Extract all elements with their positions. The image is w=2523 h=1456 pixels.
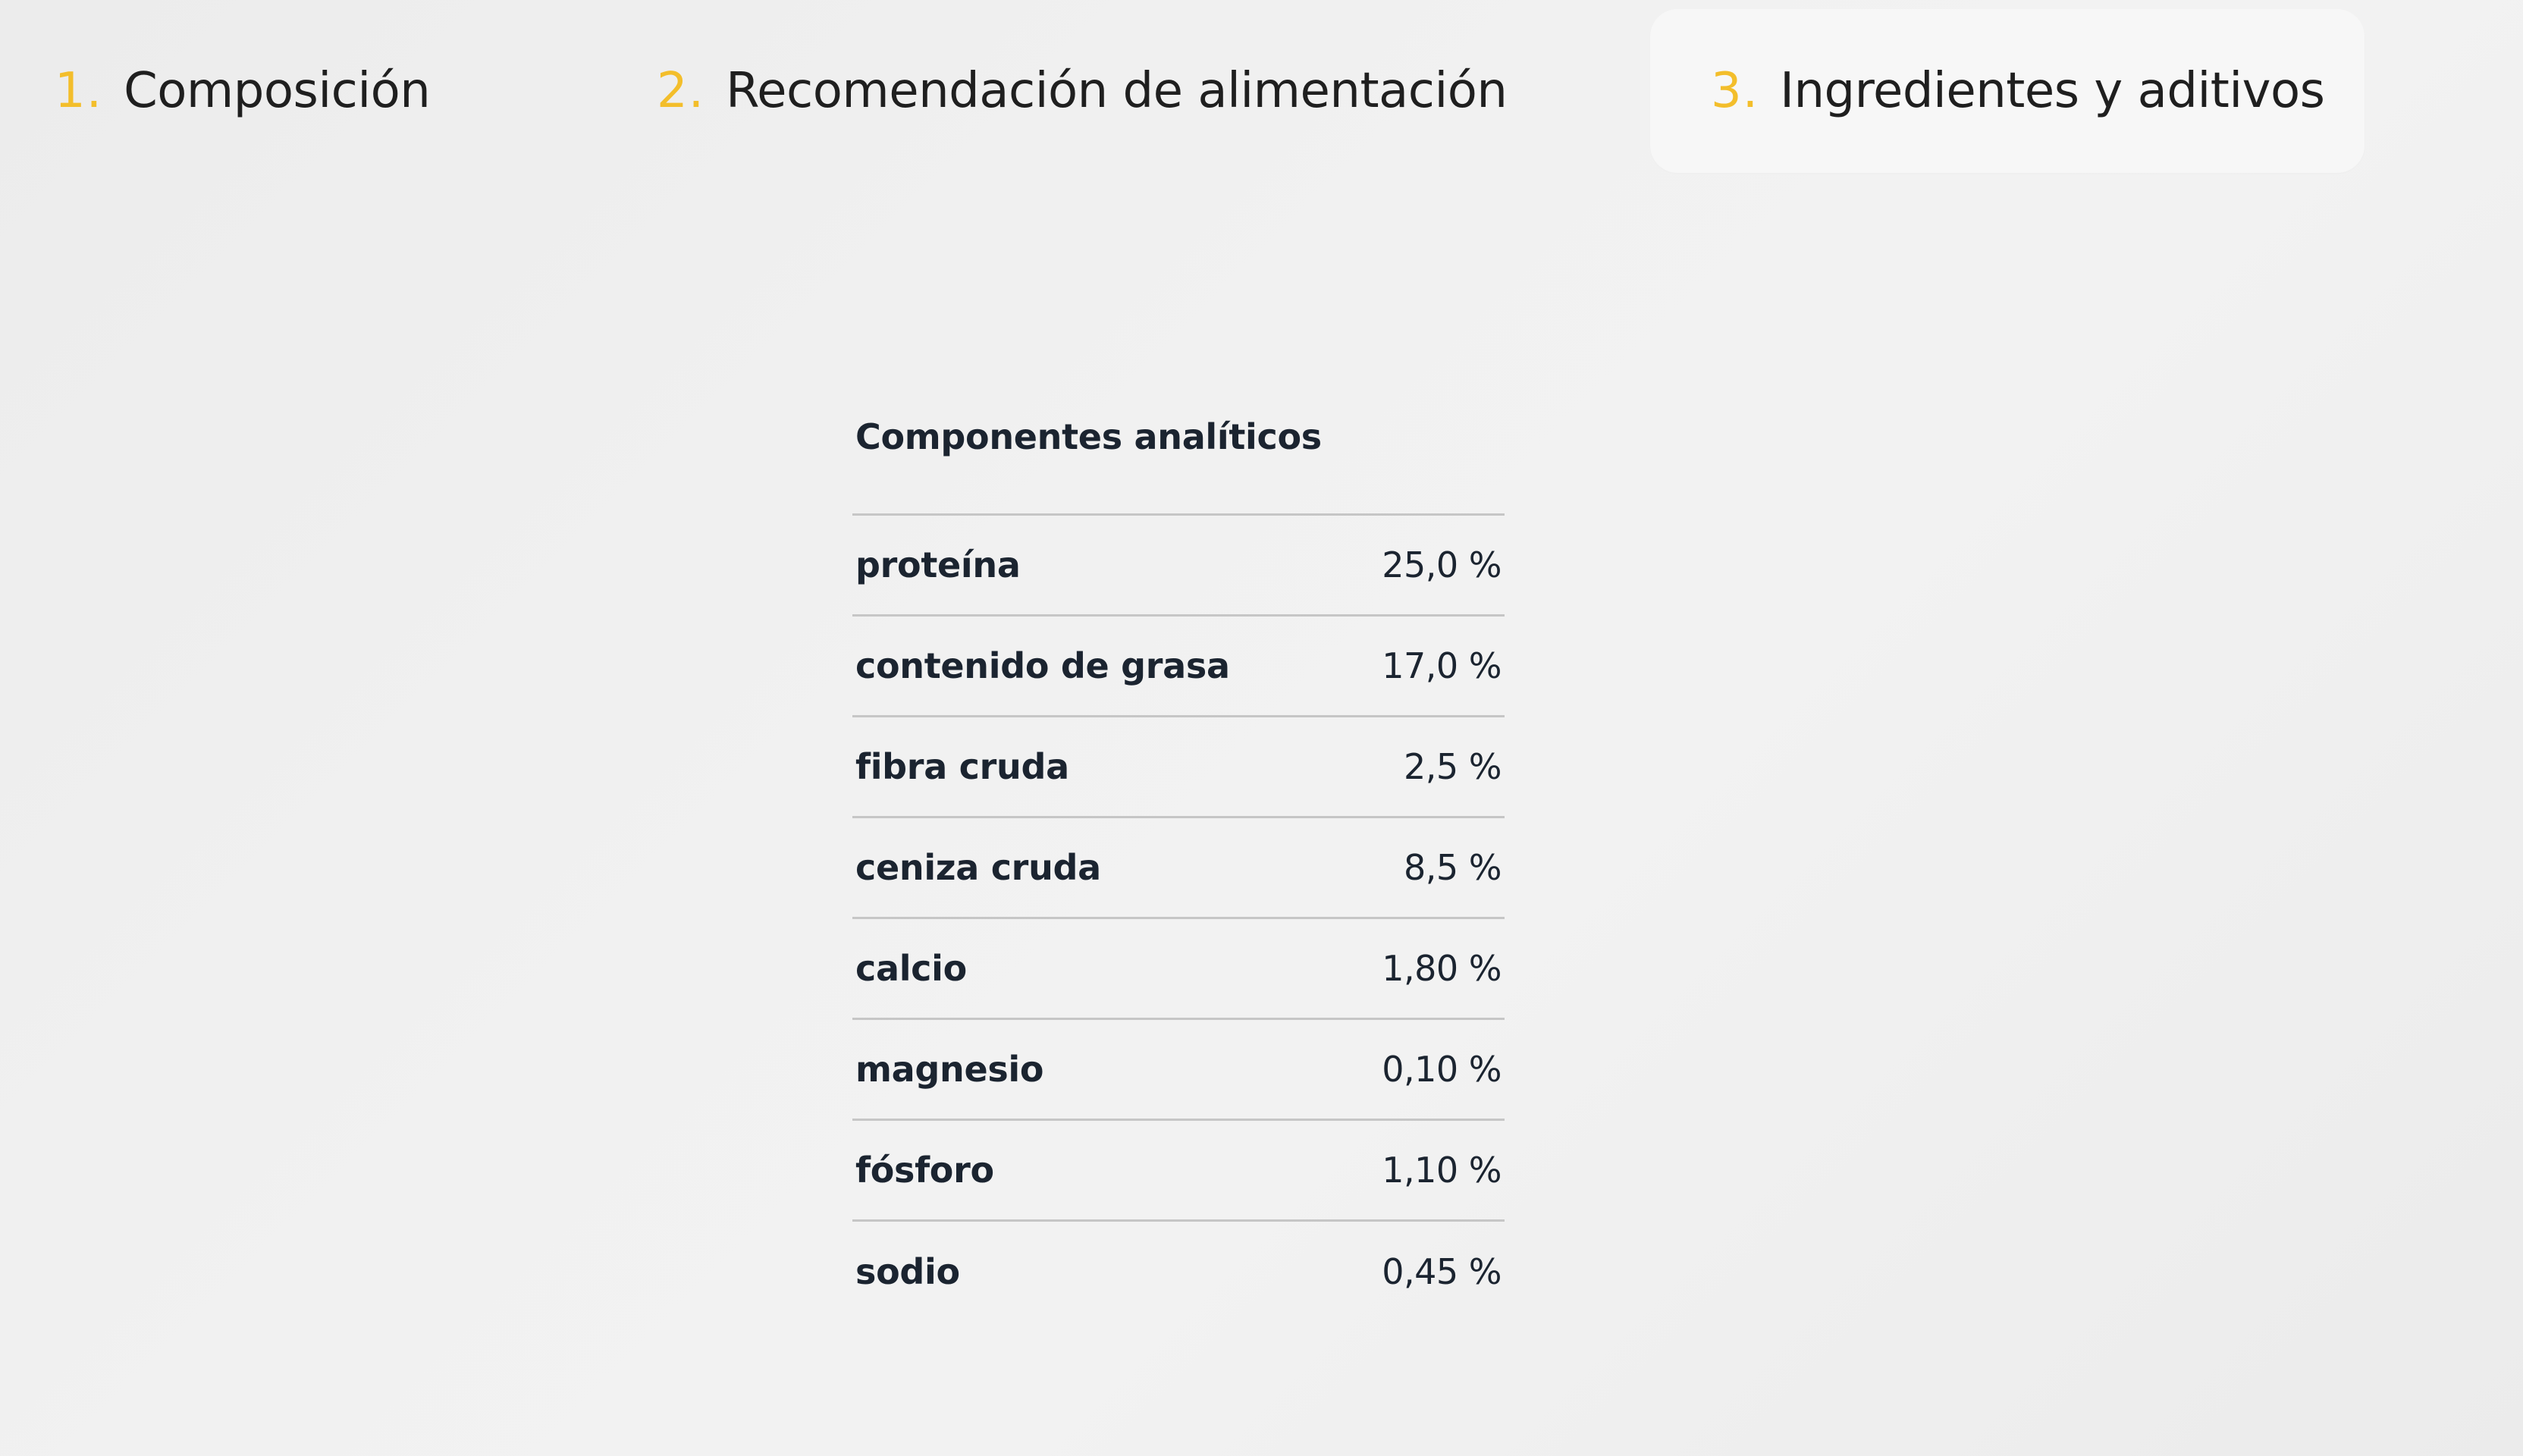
component-name: fibra cruda [852, 715, 1343, 817]
section-title: Componentes analíticos [855, 416, 1322, 457]
tab-recomendacion-alimentacion[interactable]: 2. Recomendación de alimentación [657, 9, 1508, 173]
component-value: 17,0 % [1342, 614, 1505, 717]
component-name: ceniza cruda [852, 816, 1343, 918]
tab-number: 3. [1711, 63, 1759, 119]
table-row: calcio 1,80 % [852, 917, 1505, 1019]
component-name: calcio [852, 917, 1343, 1019]
table-row: sodio 0,45 % [852, 1219, 1505, 1322]
tab-bar: 1. Composición 2. Recomendación de alime… [0, 0, 2523, 182]
table-row: fósforo 1,10 % [852, 1119, 1505, 1221]
tab-number: 1. [55, 63, 103, 119]
tab-number: 2. [657, 63, 705, 119]
analytic-components-section: Componentes analíticos proteína 25,0 % c… [852, 394, 1505, 1322]
tab-label: Ingredientes y aditivos [1780, 63, 2325, 119]
component-value: 0,45 % [1342, 1219, 1505, 1322]
component-value: 25,0 % [1342, 513, 1505, 616]
tab-label: Composición [124, 63, 431, 119]
component-name: sodio [852, 1219, 1343, 1322]
component-value: 1,80 % [1342, 917, 1505, 1019]
tab-label: Recomendación de alimentación [726, 63, 1508, 119]
analytic-components-table: proteína 25,0 % contenido de grasa 17,0 … [852, 513, 1505, 1322]
tab-ingredientes-aditivos[interactable]: 3. Ingredientes y aditivos [1650, 9, 2365, 173]
table-row: magnesio 0,10 % [852, 1018, 1505, 1120]
component-value: 1,10 % [1342, 1119, 1505, 1221]
component-value: 2,5 % [1342, 715, 1505, 817]
table-row: fibra cruda 2,5 % [852, 715, 1505, 817]
table-row: proteína 25,0 % [852, 513, 1505, 616]
table-row: contenido de grasa 17,0 % [852, 614, 1505, 717]
tab-composicion[interactable]: 1. Composición [55, 9, 431, 173]
component-name: magnesio [852, 1018, 1343, 1120]
component-name: contenido de grasa [852, 614, 1343, 717]
component-name: fósforo [852, 1119, 1343, 1221]
component-value: 8,5 % [1342, 816, 1505, 918]
component-name: proteína [852, 513, 1343, 616]
component-value: 0,10 % [1342, 1018, 1505, 1120]
table-row: ceniza cruda 8,5 % [852, 816, 1505, 918]
